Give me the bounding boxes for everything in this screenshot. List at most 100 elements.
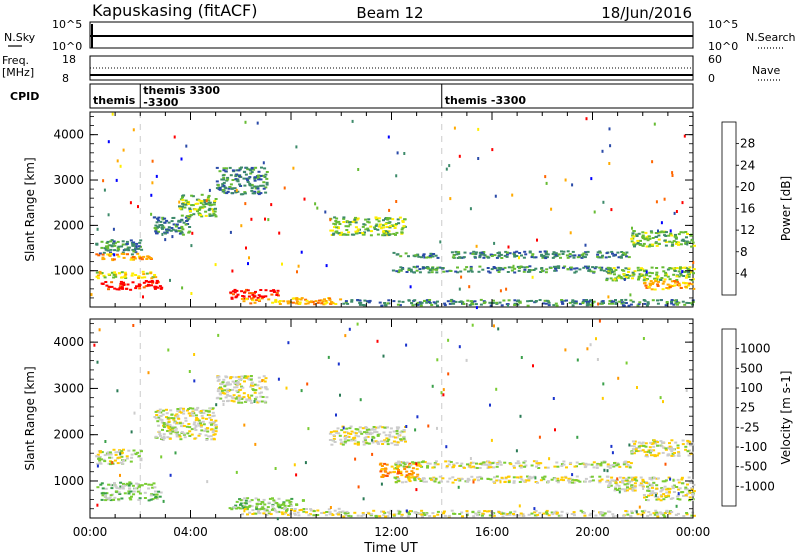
data-cell <box>132 243 136 246</box>
data-cell <box>368 431 372 434</box>
data-cell <box>232 293 235 296</box>
data-cell <box>430 271 434 274</box>
data-cell <box>473 255 477 258</box>
data-cell <box>616 251 620 254</box>
data-cell <box>659 396 662 400</box>
data-cell <box>287 341 290 345</box>
data-cell <box>116 451 120 454</box>
data-cell <box>177 229 181 232</box>
data-cell <box>104 281 108 283</box>
data-cell <box>408 462 412 465</box>
data-cell <box>672 240 676 243</box>
data-cell <box>265 177 269 180</box>
data-cell <box>690 492 694 495</box>
data-cell <box>223 392 227 395</box>
data-cell <box>167 420 171 423</box>
data-cell <box>264 191 268 194</box>
data-cell <box>178 435 182 438</box>
data-cell <box>686 232 689 235</box>
data-cell <box>631 476 634 479</box>
data-cell <box>276 503 280 506</box>
data-cell <box>537 467 541 469</box>
data-cell <box>206 430 210 433</box>
data-cell <box>407 255 410 258</box>
data-cell <box>235 188 238 192</box>
data-cell <box>396 218 400 221</box>
data-cell <box>654 242 658 245</box>
data-cell <box>596 253 600 256</box>
data-cell <box>273 508 277 511</box>
data-cell <box>568 480 572 483</box>
data-cell <box>149 494 153 497</box>
data-cell <box>123 275 127 278</box>
data-cell <box>544 302 548 305</box>
data-cell <box>670 299 674 301</box>
data-cell <box>249 385 253 388</box>
data-cell <box>548 457 551 461</box>
data-cell <box>646 485 649 488</box>
data-cell <box>615 464 619 467</box>
data-cell <box>640 484 644 487</box>
data-cell <box>225 383 229 386</box>
data-cell <box>135 242 139 245</box>
data-cell <box>495 465 499 468</box>
data-cell <box>129 460 133 463</box>
data-cell <box>622 463 626 466</box>
data-cell <box>138 485 141 488</box>
data-cell <box>570 513 574 515</box>
data-cell <box>475 244 478 248</box>
data-cell <box>479 303 483 306</box>
data-cell <box>491 148 494 152</box>
data-cell <box>386 302 390 305</box>
data-cell <box>242 396 246 399</box>
data-cell <box>431 384 434 388</box>
data-cell <box>395 231 399 234</box>
data-cell <box>474 253 478 255</box>
data-cell <box>334 230 338 233</box>
data-cell <box>305 508 308 510</box>
data-cell <box>404 475 408 478</box>
data-cell <box>506 251 509 254</box>
data-cell <box>664 271 668 274</box>
data-cell <box>356 322 359 326</box>
data-cell <box>174 451 177 455</box>
data-cell <box>572 481 576 484</box>
data-cell <box>100 492 104 495</box>
data-cell <box>566 250 570 253</box>
data-cell <box>168 424 172 427</box>
data-cell <box>692 490 696 493</box>
data-cell <box>357 168 360 171</box>
data-cell <box>228 395 232 397</box>
data-cell <box>677 233 681 236</box>
data-cell <box>295 297 299 300</box>
data-cell <box>240 375 244 378</box>
data-cell <box>451 466 455 469</box>
data-cell <box>119 481 123 484</box>
data-cell <box>655 498 659 501</box>
data-cell <box>107 244 111 247</box>
data-cell <box>380 465 384 467</box>
data-cell <box>121 276 124 279</box>
data-cell <box>188 207 192 210</box>
data-cell <box>613 489 617 492</box>
data-cell <box>366 435 370 438</box>
data-cell <box>513 251 517 254</box>
data-cell <box>675 495 679 498</box>
data-cell <box>639 476 643 479</box>
data-cell <box>382 226 386 229</box>
data-cell <box>195 418 199 421</box>
data-cell <box>140 248 144 251</box>
data-cell <box>668 278 672 281</box>
data-cell <box>618 476 622 479</box>
data-cell <box>625 489 629 492</box>
data-cell <box>626 482 630 485</box>
data-cell <box>366 300 370 303</box>
data-cell <box>195 198 199 201</box>
data-cell <box>182 221 186 224</box>
data-cell <box>690 245 694 248</box>
data-cell <box>667 453 671 456</box>
data-cell <box>254 497 258 500</box>
data-cell <box>652 439 656 442</box>
data-cell <box>642 494 646 496</box>
data-cell <box>675 280 679 283</box>
